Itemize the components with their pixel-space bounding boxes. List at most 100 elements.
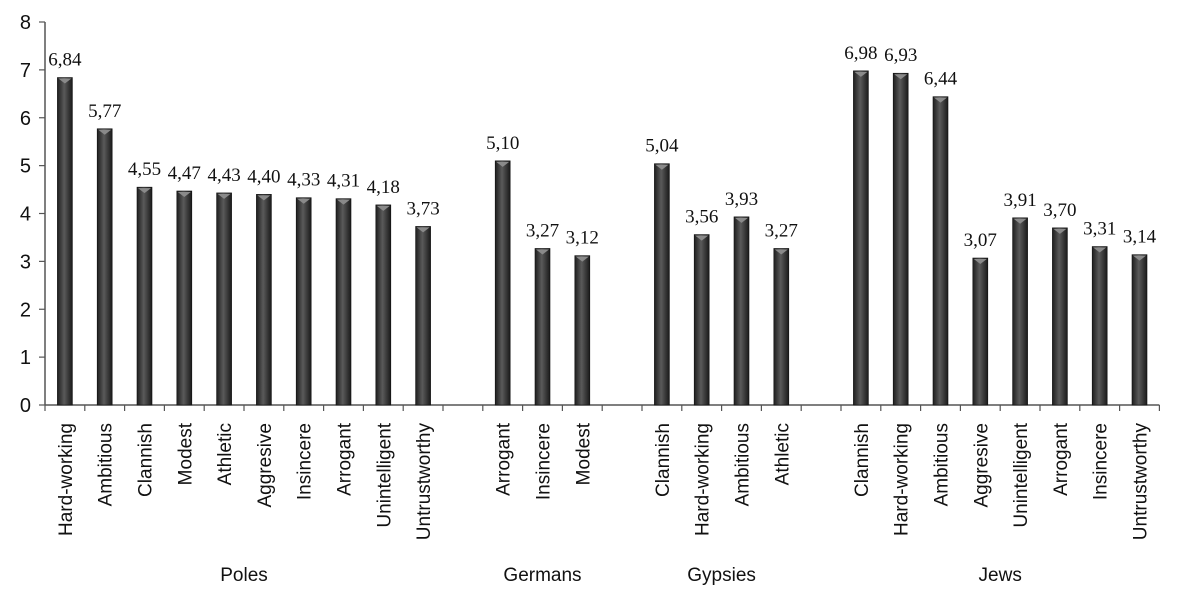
y-tick-label: 7	[20, 60, 31, 82]
category-label: Untrustworthy	[414, 423, 435, 541]
bar-cap	[416, 227, 430, 233]
bar-cap	[1013, 218, 1027, 224]
bar-cap	[575, 256, 589, 262]
bar	[654, 163, 670, 406]
bar	[1131, 254, 1148, 406]
group-label: Jews	[979, 565, 1022, 586]
category-label: Arrogant	[1051, 422, 1072, 496]
bar	[1012, 217, 1028, 406]
bar	[574, 255, 591, 406]
bar	[494, 160, 511, 406]
category-label: Untrustworthy	[1131, 423, 1152, 541]
bar	[1091, 246, 1108, 406]
data-label: 3,56	[685, 207, 718, 228]
bar-cap	[1053, 228, 1067, 234]
bar-cap	[735, 217, 748, 223]
group-label: Germans	[503, 565, 581, 586]
data-label: 3,27	[526, 220, 559, 241]
category-label: Clannish	[653, 423, 674, 497]
bar-cap	[217, 193, 231, 199]
category-label: Unintelligent	[1011, 422, 1032, 527]
data-label: 4,47	[168, 163, 201, 184]
bar-cap	[257, 195, 271, 201]
group-label: Gypsies	[687, 565, 756, 586]
bar-cap	[496, 161, 510, 167]
category-label: Ambitious	[733, 423, 754, 506]
bar-cap	[58, 78, 72, 84]
data-label: 4,18	[367, 177, 400, 198]
bar	[136, 186, 153, 406]
category-label: Aggresive	[971, 423, 992, 508]
data-label: 6,44	[924, 69, 958, 90]
y-tick-label: 5	[20, 156, 31, 178]
data-label: 5,77	[88, 101, 121, 122]
x-axis	[44, 404, 1161, 411]
category-label: Hard-working	[892, 423, 913, 536]
y-tick-label: 0	[20, 395, 31, 417]
bar	[773, 248, 790, 406]
bar-cap	[337, 199, 350, 205]
category-labels: Hard-working Ambitious Clannish Modest Athle…	[56, 422, 1152, 540]
bar	[534, 248, 551, 406]
data-label: 5,04	[645, 136, 679, 157]
bar	[295, 197, 312, 406]
data-label: 4,31	[327, 171, 360, 192]
bars	[57, 70, 1148, 406]
bar	[693, 234, 710, 406]
data-labels: 6,84 5,77 4,55 4,47 4,43 4,40 4,33 4,31 4,18 3,73…	[48, 43, 1156, 251]
y-tick-label: 6	[20, 108, 31, 130]
category-label: Insincere	[534, 423, 555, 500]
category-label: Arrogant	[494, 422, 515, 496]
category-label: Modest	[175, 422, 196, 485]
data-label: 6,93	[884, 45, 917, 66]
data-label: 4,55	[128, 159, 161, 180]
data-label: 6,98	[844, 43, 877, 64]
category-label: Unintelligent	[374, 422, 395, 527]
category-label: Hard-working	[56, 423, 77, 536]
bar-cap	[655, 164, 669, 170]
data-label: 3,70	[1043, 200, 1076, 221]
bar	[972, 257, 989, 406]
bar	[256, 194, 272, 406]
bar	[733, 216, 750, 406]
group-label: Poles	[220, 565, 268, 586]
bar-cap	[854, 71, 868, 77]
category-label: Athletic	[772, 423, 793, 485]
bar	[216, 192, 232, 406]
bar	[176, 190, 193, 406]
data-label: 3,73	[406, 198, 439, 219]
y-tick-label: 1	[20, 347, 31, 369]
data-label: 4,43	[207, 165, 240, 186]
data-label: 5,10	[486, 133, 519, 154]
category-label: Insincere	[295, 423, 316, 500]
y-tick-label: 8	[20, 12, 31, 34]
bar-cap	[774, 249, 788, 255]
bar-cap	[138, 188, 151, 194]
data-label: 3,91	[1003, 190, 1036, 211]
data-label: 3,31	[1083, 219, 1116, 240]
bar-cap	[177, 191, 191, 197]
category-label: Ambitious	[932, 423, 953, 506]
category-label: Modest	[573, 422, 594, 485]
bar-cap	[973, 259, 987, 265]
bar	[96, 128, 113, 406]
bar	[853, 70, 869, 406]
category-label: Ambitious	[96, 423, 117, 506]
bar	[415, 226, 431, 406]
bar	[375, 204, 392, 406]
bar	[335, 198, 352, 406]
y-axis: 0 1 2 3 4 5 6 7 8	[20, 12, 46, 417]
bar	[932, 96, 949, 406]
bar-cap	[1093, 247, 1107, 253]
bar-cap	[536, 249, 549, 255]
data-label: 4,33	[287, 170, 320, 191]
data-label: 3,93	[725, 189, 758, 210]
y-tick-label: 3	[20, 251, 31, 273]
bar-cap	[376, 205, 390, 211]
bar-cap	[1133, 255, 1146, 261]
category-label: Clannish	[136, 423, 157, 497]
category-label: Athletic	[215, 423, 236, 485]
data-label: 3,27	[765, 220, 798, 241]
y-tick-label: 2	[20, 299, 31, 321]
